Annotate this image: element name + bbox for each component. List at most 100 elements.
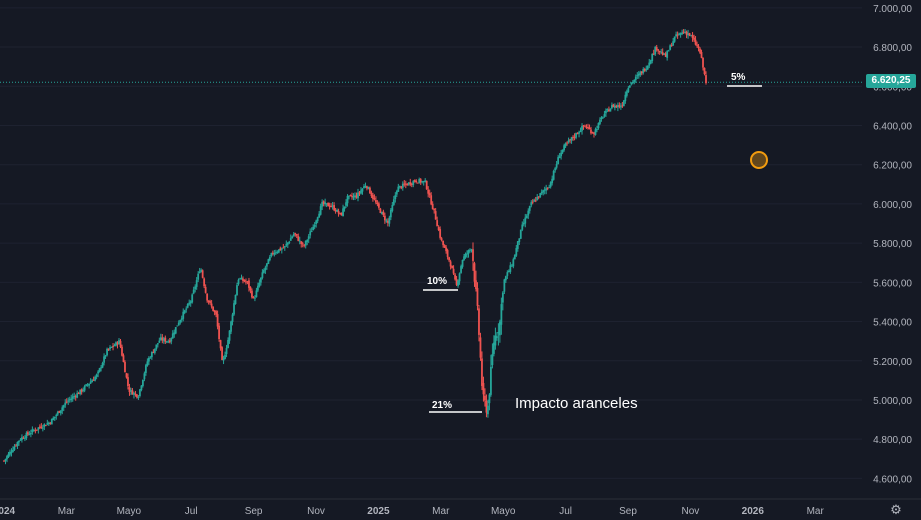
candle-body bbox=[666, 51, 669, 58]
candle-body bbox=[88, 383, 91, 386]
candle-body bbox=[582, 125, 585, 127]
candle-body bbox=[283, 246, 286, 248]
candle-body bbox=[43, 424, 46, 427]
candle-body bbox=[466, 253, 468, 255]
candle-body bbox=[101, 362, 104, 368]
candle-body bbox=[140, 385, 143, 391]
candle-body bbox=[288, 241, 291, 243]
candle-body bbox=[234, 294, 237, 305]
x-tick-label: Sep bbox=[245, 506, 263, 517]
candle-body bbox=[685, 31, 688, 35]
candle-body bbox=[449, 261, 452, 267]
candle-body bbox=[159, 337, 162, 340]
candle-body bbox=[652, 53, 655, 55]
candle-body bbox=[648, 62, 651, 66]
candle-body bbox=[364, 185, 367, 188]
candle-body bbox=[503, 279, 506, 292]
candle-body bbox=[616, 105, 619, 108]
candle-body bbox=[127, 377, 129, 387]
candle-body bbox=[478, 308, 480, 335]
candle-body bbox=[260, 277, 262, 283]
candle-body bbox=[584, 125, 586, 127]
candle-body bbox=[608, 109, 610, 112]
candle-body bbox=[294, 233, 297, 235]
candle-body bbox=[118, 340, 120, 345]
candle-body bbox=[40, 426, 43, 428]
candle-body bbox=[539, 193, 542, 197]
candle-body bbox=[531, 201, 534, 203]
candle-body bbox=[92, 379, 95, 381]
candle-body bbox=[621, 105, 624, 107]
candle-body bbox=[493, 342, 495, 354]
candle-body bbox=[587, 127, 589, 129]
candle-body bbox=[439, 229, 442, 238]
candle-body bbox=[248, 280, 250, 288]
candle-body bbox=[645, 69, 648, 71]
candle-body bbox=[537, 196, 540, 198]
candle-body bbox=[383, 215, 386, 221]
candle-body bbox=[115, 342, 117, 346]
candle-body bbox=[254, 297, 256, 299]
x-tick-label: Mar bbox=[807, 506, 825, 517]
candle-body bbox=[406, 184, 409, 186]
candle-body bbox=[611, 105, 613, 109]
candle-body bbox=[603, 114, 606, 117]
candle-body bbox=[504, 276, 507, 281]
candle-body bbox=[602, 117, 604, 119]
candle-body bbox=[65, 401, 68, 403]
candle-body bbox=[112, 345, 114, 347]
candle-body bbox=[321, 202, 324, 207]
candle-body bbox=[143, 373, 146, 380]
candle-body bbox=[89, 381, 92, 384]
candle-body bbox=[273, 252, 276, 255]
candle-body bbox=[446, 250, 449, 257]
candle-body bbox=[519, 229, 522, 239]
candle-body bbox=[224, 354, 226, 359]
candle-body bbox=[3, 460, 5, 462]
candle-body bbox=[510, 265, 513, 267]
candle-body bbox=[103, 356, 105, 363]
candle-body bbox=[563, 145, 566, 151]
candle-body bbox=[79, 389, 82, 394]
candle-body bbox=[298, 240, 301, 242]
candle-body bbox=[475, 280, 477, 290]
candle-body bbox=[9, 451, 11, 455]
candle-body bbox=[251, 290, 253, 298]
candle-body bbox=[443, 245, 446, 248]
candle-body bbox=[46, 423, 49, 425]
candle-body bbox=[428, 193, 431, 196]
candle-body bbox=[558, 156, 561, 159]
candle-body bbox=[37, 427, 40, 430]
candle-body bbox=[106, 348, 108, 356]
candle-body bbox=[425, 180, 428, 190]
candle-body bbox=[95, 374, 98, 377]
candle-body bbox=[631, 82, 634, 84]
x-tick-label: Mar bbox=[58, 506, 76, 517]
candle-body bbox=[225, 348, 228, 354]
candle-body bbox=[693, 37, 695, 40]
candle-body bbox=[62, 405, 65, 408]
candle-body bbox=[670, 45, 673, 47]
candle-body bbox=[691, 35, 694, 39]
candle-body bbox=[619, 106, 622, 108]
candle-body bbox=[593, 132, 595, 135]
candle-body bbox=[162, 338, 165, 341]
candle-body bbox=[239, 278, 241, 280]
candle-body bbox=[664, 53, 667, 57]
candle-body bbox=[363, 186, 365, 189]
candle-body bbox=[525, 215, 528, 219]
candle-body bbox=[646, 65, 649, 70]
candle-body bbox=[26, 432, 29, 435]
candle-body bbox=[481, 358, 483, 386]
candle-body bbox=[513, 255, 516, 260]
candle-body bbox=[201, 270, 204, 278]
candle-body bbox=[22, 437, 25, 439]
candle-body bbox=[570, 137, 573, 141]
gear-icon[interactable]: ⚙ bbox=[890, 503, 902, 518]
candle-body bbox=[86, 384, 89, 386]
candle-body bbox=[61, 407, 64, 411]
candle-body bbox=[506, 272, 509, 276]
candle-body bbox=[485, 400, 488, 413]
y-tick-label: 5.400,00 bbox=[873, 318, 912, 329]
